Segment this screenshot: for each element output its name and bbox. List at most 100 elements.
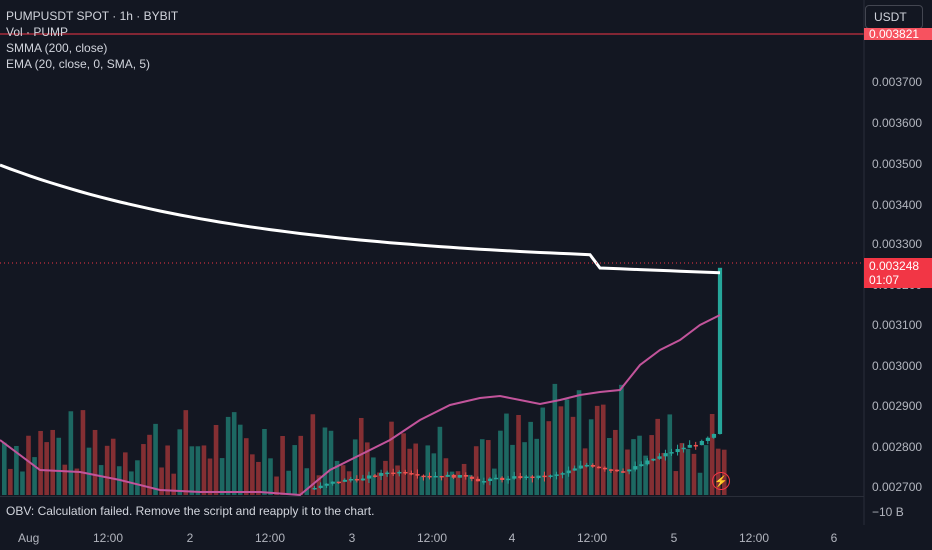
volume-bar <box>298 435 304 495</box>
volume-bar <box>558 406 564 495</box>
volume-bar <box>195 446 201 495</box>
volume-bar <box>673 471 679 495</box>
volume-bar <box>613 429 618 495</box>
time-axis-label: Aug <box>18 531 40 545</box>
volume-bar <box>201 445 207 495</box>
currency-button[interactable]: USDT <box>865 5 923 29</box>
time-axis-label: 12:00 <box>576 531 608 545</box>
candle-body <box>330 481 335 484</box>
candle-body <box>518 476 523 479</box>
candle-body <box>711 433 717 438</box>
volume-bar <box>207 458 213 495</box>
volume-bar <box>703 445 709 495</box>
candle-body <box>705 437 710 441</box>
volume-bar <box>576 390 582 495</box>
candle-body <box>584 464 589 467</box>
candle-body <box>354 478 360 481</box>
volume-bar <box>153 423 158 495</box>
volume-bar <box>691 453 697 495</box>
volume-bar <box>68 411 74 495</box>
volume-indicator-label[interactable]: Vol · PUMP <box>6 25 69 39</box>
volume-bar <box>594 405 600 495</box>
candle-body <box>475 478 481 482</box>
last-price-tag: 0.003248 01:07 <box>864 258 932 288</box>
volume-bar <box>44 442 49 495</box>
candle-body <box>560 473 565 475</box>
volume-bar <box>104 445 110 495</box>
volume-bar <box>2 442 7 495</box>
volume-bar <box>389 421 394 495</box>
time-axis-label: 3 <box>348 531 356 545</box>
price-axis-label: 0.003100 <box>872 318 923 332</box>
smma-indicator-label[interactable]: SMMA (200, close) <box>6 41 108 55</box>
price-axis-label: 0.003700 <box>872 75 923 89</box>
candle-body <box>348 478 354 481</box>
volume-bar <box>492 468 497 495</box>
bar-countdown: 01:07 <box>869 273 900 287</box>
volume-bar <box>697 472 703 495</box>
candle-body <box>542 475 547 478</box>
candle-body <box>590 464 596 467</box>
candle-body <box>457 474 462 478</box>
volume-bar <box>570 416 576 495</box>
candle-body <box>578 465 583 469</box>
ema-indicator-label[interactable]: EMA (20, close, 0, SMA, 5) <box>6 57 151 71</box>
price-axis-label: 0.002700 <box>872 480 923 494</box>
volume-bar <box>461 463 467 495</box>
price-axis-label: 0.003600 <box>872 116 923 130</box>
volume-bar <box>92 429 98 495</box>
volume-bar <box>237 424 243 495</box>
candle-body <box>506 478 511 481</box>
volume-bar <box>377 472 382 495</box>
candle-body <box>566 470 571 474</box>
candle-body <box>602 467 608 470</box>
candle-body <box>627 469 632 472</box>
volume-bar <box>8 468 13 495</box>
volume-bar <box>619 384 624 495</box>
candle-body <box>463 474 468 477</box>
candle-body <box>403 471 408 474</box>
candle-body <box>717 267 723 434</box>
volume-bar <box>268 458 273 495</box>
candle-body <box>373 475 378 477</box>
volume-bar <box>649 435 654 495</box>
volume-bar <box>679 443 685 495</box>
candle-body <box>451 474 456 478</box>
price-axis-label: 0.003000 <box>872 359 923 373</box>
volume-bar <box>510 444 515 495</box>
volume-bar <box>498 430 503 495</box>
volume-bar <box>479 439 485 495</box>
candle-body <box>488 478 493 482</box>
price-axis-label: 0.002800 <box>872 440 923 454</box>
candle-body <box>312 487 317 490</box>
symbol-title[interactable]: PUMPUSDT SPOT · 1h · BYBIT <box>6 9 179 23</box>
volume-bar <box>582 448 588 495</box>
volume-bar <box>56 437 62 495</box>
volume-bar <box>86 447 92 495</box>
candle-body <box>657 456 662 459</box>
volume-bar <box>552 383 558 495</box>
candle-body <box>367 475 372 479</box>
lightning-icon[interactable]: ⚡ <box>712 472 730 490</box>
volume-bar <box>159 467 164 495</box>
volume-bar <box>473 446 479 495</box>
candle-body <box>536 475 541 479</box>
price-axis-label: 0.003400 <box>872 198 923 212</box>
candle-body <box>621 471 626 473</box>
candle-body <box>699 440 704 446</box>
candle-body <box>615 469 620 472</box>
candle-body <box>427 475 432 478</box>
volume-bar <box>74 468 80 495</box>
volume-bar <box>516 414 521 495</box>
volume-bar <box>322 427 328 495</box>
volume-bar <box>564 399 570 495</box>
candle-body <box>409 473 414 475</box>
volume-bar <box>141 444 146 495</box>
volume-bar <box>667 414 673 495</box>
volume-bar <box>135 460 140 495</box>
volume-bar <box>709 413 715 495</box>
candle-body <box>324 483 329 486</box>
volume-bar <box>352 439 358 495</box>
volume-bar <box>486 440 491 495</box>
